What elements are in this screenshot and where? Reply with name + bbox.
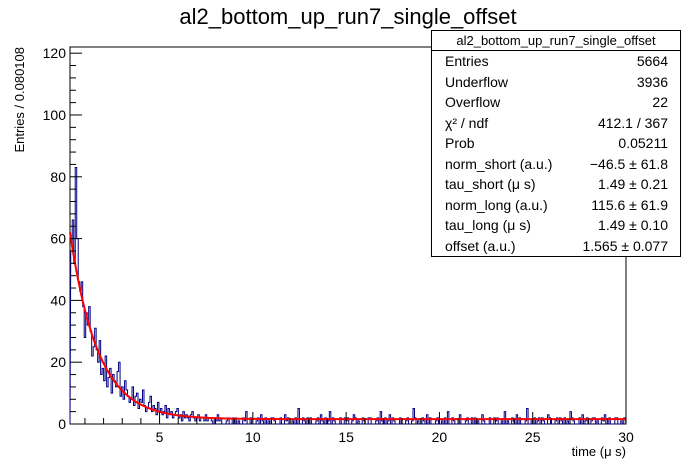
stats-label: χ² / ndf <box>445 114 489 131</box>
x-tick-label: 15 <box>338 429 354 445</box>
stats-title: al2_bottom_up_run7_single_offset <box>432 31 680 51</box>
x-tick-label: 10 <box>245 429 261 445</box>
stats-value: 1.565 ± 0.077 <box>582 237 668 254</box>
stats-row: norm_short (a.u.) −46.5 ± 61.8 <box>432 154 680 175</box>
y-tick-label: 80 <box>50 169 66 185</box>
fit-curve <box>69 232 626 421</box>
stats-value: 1.49 ± 0.21 <box>598 176 668 192</box>
stats-value: 1.49 ± 0.10 <box>598 217 668 233</box>
fit-curve-layer <box>69 232 626 421</box>
stats-row: norm_long (a.u.) 115.6 ± 61.9 <box>432 195 680 216</box>
x-axis-label: time (μ s) <box>572 444 626 459</box>
stats-label: tau_long (μ s) <box>445 217 531 233</box>
x-tick-label: 20 <box>432 429 448 445</box>
stats-label: Underflow <box>445 73 509 90</box>
stats-label: Overflow <box>445 94 501 110</box>
stats-value: 22 <box>652 94 668 110</box>
stats-row: Entries 5664 <box>432 51 680 72</box>
histogram-step-line <box>69 167 627 425</box>
stats-box: al2_bottom_up_run7_single_offset Entries… <box>431 30 681 257</box>
stats-label: offset (a.u.) <box>445 237 516 254</box>
axes: 5 10 15 20 25 30 0 20 40 60 80 100 120 <box>43 45 634 445</box>
stats-label: Entries <box>445 53 489 69</box>
y-tick-label: 20 <box>50 354 66 370</box>
stats-value: −46.5 ± 61.8 <box>589 155 668 172</box>
stats-label: norm_long (a.u.) <box>445 196 548 213</box>
stats-row: Underflow 3936 <box>432 72 680 93</box>
stats-label: tau_short (μ s) <box>445 176 536 192</box>
stats-value: 5664 <box>636 53 668 69</box>
stats-value: 3936 <box>636 73 668 90</box>
stats-row: tau_long (μ s) 1.49 ± 0.10 <box>432 215 680 236</box>
stats-row: Overflow 22 <box>432 92 680 113</box>
x-tick-label: 25 <box>525 429 541 445</box>
x-tick-label: 30 <box>618 429 634 445</box>
stats-label: norm_short (a.u.) <box>445 155 553 172</box>
stats-value: 115.6 ± 61.9 <box>591 196 668 213</box>
stats-rows: Entries 5664 Underflow 3936 Overflow 22 χ² / n… <box>432 51 680 256</box>
stats-row: χ² / ndf 412.1 / 367 <box>432 113 680 134</box>
stats-value: 0.05211 <box>618 135 668 151</box>
y-tick-label: 60 <box>50 231 66 247</box>
stats-value: 412.1 / 367 <box>597 114 668 131</box>
chart-title: al2_bottom_up_run7_single_offset <box>179 4 516 29</box>
x-tick-label: 5 <box>156 429 164 445</box>
stats-row: offset (a.u.) 1.565 ± 0.077 <box>432 236 680 257</box>
histogram <box>69 167 627 425</box>
y-axis-label: Entries / 0.080108 <box>12 47 27 153</box>
y-tick-label: 0 <box>58 416 66 432</box>
stats-row: tau_short (μ s) 1.49 ± 0.21 <box>432 174 680 195</box>
y-tick-label: 120 <box>43 45 67 61</box>
y-tick-label: 100 <box>43 107 67 123</box>
stats-label: Prob <box>445 135 475 151</box>
y-tick-label: 40 <box>50 292 66 308</box>
stats-row: Prob 0.05211 <box>432 133 680 154</box>
